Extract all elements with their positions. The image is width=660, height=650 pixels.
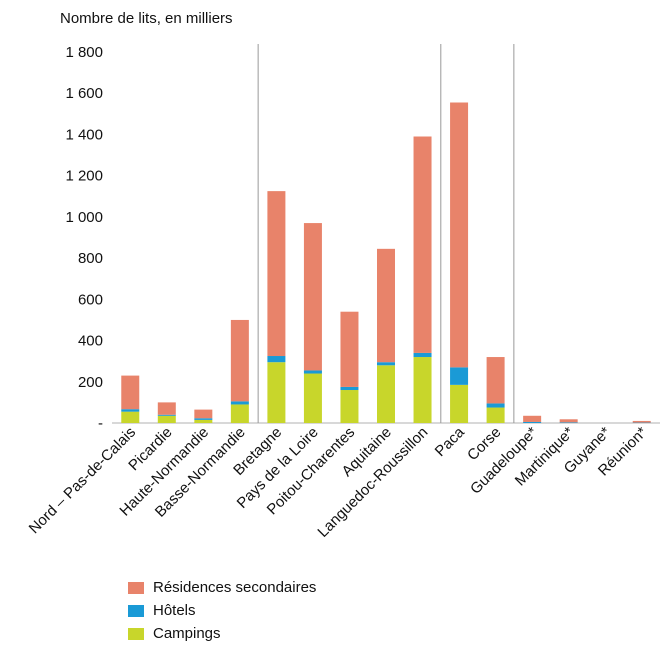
y-tick-label: 400 <box>78 333 103 350</box>
bar-segment-h-tels <box>194 418 213 420</box>
y-tick-label: 1 000 <box>65 209 103 226</box>
bar-segment-campings <box>121 411 140 423</box>
bar-segment-h-tels <box>340 386 359 391</box>
bar-segment-r-sidences-secondaires <box>486 357 505 404</box>
y-tick-label: 1 800 <box>65 44 103 61</box>
bar-segment-campings <box>157 415 176 423</box>
legend-item-hotels: Hôtels <box>128 599 316 622</box>
x-tick-label: Paca <box>432 423 469 460</box>
stacked-bar-chart: - 200 400 600 800 1 000 1 200 1 400 1 600 1 800 No… <box>26 44 660 541</box>
bar-segment-r-sidences-secondaires <box>267 191 286 357</box>
y-tick-label: 600 <box>78 291 103 308</box>
bar-segment-h-tels <box>121 409 140 412</box>
legend-label-residences: Résidences secondaires <box>153 579 317 596</box>
bar-segment-campings <box>450 384 469 423</box>
legend-label-hotels: Hôtels <box>153 602 196 619</box>
bar-segment-campings <box>230 404 249 423</box>
legend: Résidences secondaires Hôtels Campings <box>128 576 316 645</box>
bar-segment-h-tels <box>157 414 176 416</box>
bar-segment-r-sidences-secondaires <box>303 223 322 371</box>
bar-segment-r-sidences-secondaires <box>121 375 140 410</box>
bar-segment-h-tels <box>450 367 469 385</box>
bar-segment-campings <box>377 365 395 423</box>
legend-item-residences: Résidences secondaires <box>128 576 316 599</box>
bar-segment-h-tels <box>303 370 322 374</box>
bar-segment-campings <box>340 390 359 423</box>
x-tick-label: Nord – Pas-de-Calais <box>26 424 139 537</box>
legend-swatch-campings <box>128 627 144 640</box>
bar-segment-r-sidences-secondaires <box>377 248 395 363</box>
y-tick-label: 1 400 <box>65 126 103 143</box>
bar-segment-r-sidences-secondaires <box>157 402 176 415</box>
bar-segment-r-sidences-secondaires <box>559 419 578 423</box>
bar-segment-campings <box>267 362 286 423</box>
y-axis-title: Nombre de lits, en milliers <box>60 10 233 27</box>
y-tick-label: 1 600 <box>65 85 103 102</box>
bar-segment-r-sidences-secondaires <box>450 102 469 368</box>
bar-segment-campings <box>194 419 213 423</box>
bar-segment-h-tels <box>413 352 432 358</box>
bar-segment-campings <box>303 373 322 423</box>
bar-segment-r-sidences-secondaires <box>230 319 249 402</box>
bar-segment-h-tels <box>559 422 578 423</box>
bar-segment-h-tels <box>230 401 249 405</box>
bar-segment-r-sidences-secondaires <box>413 136 432 353</box>
bar-segment-r-sidences-secondaires <box>194 409 213 419</box>
y-tick-label: 800 <box>78 250 103 267</box>
y-tick-label: - <box>98 415 103 432</box>
bar-segment-r-sidences-secondaires <box>340 311 359 387</box>
legend-swatch-hotels <box>128 604 144 617</box>
bar-segment-h-tels <box>486 403 505 408</box>
bar-segment-campings <box>486 407 505 423</box>
legend-label-campings: Campings <box>153 625 221 642</box>
bar-segment-h-tels <box>267 356 286 363</box>
y-tick-label: 200 <box>78 374 103 391</box>
bar-segment-r-sidences-secondaires <box>523 415 542 422</box>
bar-segment-r-sidences-secondaires <box>632 420 651 423</box>
bar-segment-h-tels <box>377 362 395 366</box>
legend-item-campings: Campings <box>128 622 316 645</box>
legend-swatch-residences <box>128 581 144 594</box>
bar-segment-h-tels <box>523 421 542 423</box>
y-tick-label: 1 200 <box>65 168 103 185</box>
bar-segment-campings <box>413 357 432 423</box>
